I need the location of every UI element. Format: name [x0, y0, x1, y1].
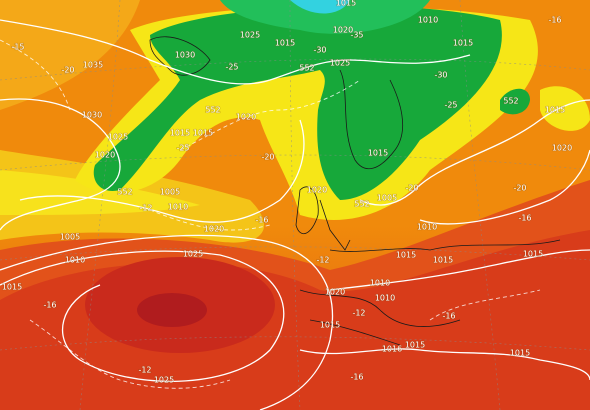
contour-label: 1015 — [545, 106, 565, 115]
contour-label: 1010 — [65, 256, 85, 265]
contour-label: 1015 — [275, 39, 295, 48]
contour-label: -30 — [434, 71, 447, 80]
contour-label: 1030 — [175, 51, 195, 60]
contour-label: -16 — [43, 301, 56, 310]
contour-label: 1015 — [336, 0, 356, 8]
isobar — [0, 234, 334, 410]
isobar — [19, 119, 305, 223]
isotherm — [0, 39, 541, 389]
contour-label: 1015 — [368, 149, 388, 158]
contour-label: 1030 — [82, 111, 102, 120]
contour-label: 1015 — [170, 129, 190, 138]
contour-label: 1010 — [375, 294, 395, 303]
contour-label: 1020 — [333, 26, 353, 35]
contour-label: 1010 — [418, 16, 438, 25]
contour-label: 552 — [117, 188, 132, 197]
contour-label: 552 — [205, 106, 220, 115]
contour-label: 1015 — [193, 129, 213, 138]
contour-label: 1005 — [377, 194, 397, 203]
contour-label: 1010 — [370, 279, 390, 288]
temperature-field — [290, 0, 350, 14]
contour-label: 1015 — [523, 250, 543, 259]
isobar — [0, 250, 285, 383]
contour-label: 1015 — [320, 321, 340, 330]
contour-label: 1005 — [60, 233, 80, 242]
contour-label: 1010 — [417, 223, 437, 232]
temperature-field — [220, 0, 430, 34]
contour-label: -20 — [513, 184, 526, 193]
isobar — [0, 19, 471, 85]
contour-label: 1015 — [453, 39, 473, 48]
contour-label: -25 — [225, 63, 238, 72]
contour-label: -16 — [548, 16, 561, 25]
contour-label: -25 — [444, 101, 457, 110]
temperature-field — [0, 0, 140, 110]
contour-label: 1010 — [168, 203, 188, 212]
contour-label: 1020 — [307, 186, 327, 195]
contour-label: -12 — [316, 256, 329, 265]
isobar — [329, 249, 590, 291]
isobar — [359, 99, 590, 206]
contour-label: 1015 — [2, 283, 22, 292]
contour-label: 1035 — [83, 61, 103, 70]
contour-label: -25 — [176, 144, 189, 153]
contour-label: 552 — [503, 97, 518, 106]
contour-label: 1020 — [236, 113, 256, 122]
contour-label: 1020 — [325, 288, 345, 297]
contour-label: 1005 — [160, 188, 180, 197]
contour-label: 1025 — [108, 133, 128, 142]
contour-label: -16 — [518, 214, 531, 223]
temperature-field — [137, 293, 207, 327]
temperature-field — [500, 88, 530, 115]
contour-label: 1016 — [382, 345, 402, 354]
contour-label: 1015 — [396, 251, 416, 260]
contour-label: 1015 — [405, 341, 425, 350]
contour-label: 1025 — [240, 31, 260, 40]
contour-label: -12 — [352, 309, 365, 318]
isobar — [299, 348, 590, 381]
contour-label: -16 — [442, 312, 455, 321]
contour-label: 1025 — [330, 59, 350, 68]
contour-label: -16 — [350, 373, 363, 382]
contour-label: 552 — [299, 64, 314, 73]
contour-label: -20 — [405, 184, 418, 193]
isobar — [419, 149, 590, 225]
contour-label: -30 — [313, 46, 326, 55]
temperature-field — [540, 86, 590, 131]
contour-label: 1020 — [552, 144, 572, 153]
coastline — [149, 36, 561, 346]
contour-label: -12 — [138, 366, 151, 375]
contour-label: -20 — [61, 66, 74, 75]
contour-label: -15 — [11, 43, 24, 52]
contour-label: -35 — [350, 31, 363, 40]
contour-label: 1025 — [183, 250, 203, 259]
contour-label: 1020 — [95, 151, 115, 160]
contour-label: 1025 — [154, 376, 174, 385]
contour-label: 552 — [354, 200, 369, 209]
contour-label: 1015 — [510, 349, 530, 358]
contour-label: 1020 — [204, 225, 224, 234]
contour-label: -12 — [139, 204, 152, 213]
contour-label: 1015 — [433, 256, 453, 265]
temperature-field — [93, 5, 502, 201]
isobar — [0, 98, 121, 231]
contour-label: -20 — [261, 153, 274, 162]
contour-label: -16 — [255, 216, 268, 225]
